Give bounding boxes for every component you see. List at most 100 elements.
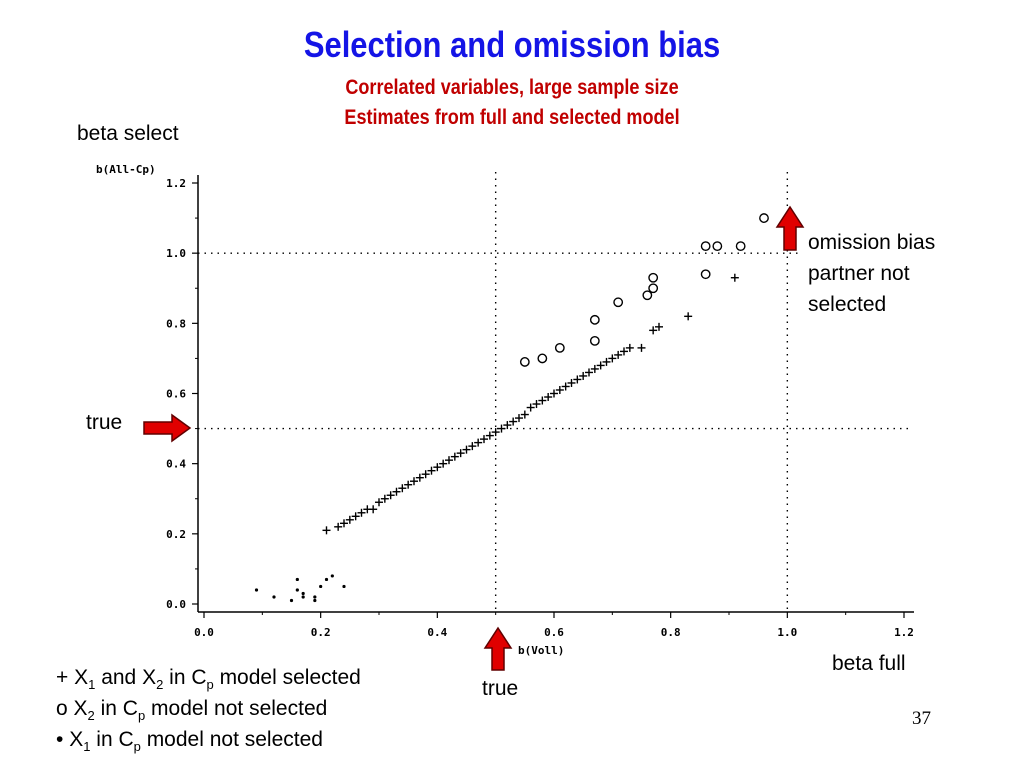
plus-point xyxy=(375,498,383,507)
circle-point xyxy=(613,297,624,308)
omission-line-3: selected xyxy=(808,293,887,316)
plus-point xyxy=(474,438,483,447)
x-tick-label: 0.6 xyxy=(544,626,564,639)
plus-point xyxy=(614,350,623,359)
plus-point xyxy=(386,491,395,500)
plus-point xyxy=(637,343,646,352)
plus-point xyxy=(561,382,570,391)
plus-point xyxy=(427,466,436,475)
plus-point xyxy=(380,494,389,503)
plus-point xyxy=(462,445,471,454)
plus-point xyxy=(520,410,529,419)
plus-point xyxy=(596,361,605,370)
plus-point xyxy=(450,452,459,461)
page-number: 37 xyxy=(912,708,931,729)
circle-point xyxy=(700,269,711,280)
x-tick-label: 0.0 xyxy=(194,626,214,639)
plus-point xyxy=(579,371,588,380)
true-arrow-up-icon xyxy=(483,626,513,671)
circle-point xyxy=(648,272,659,283)
dot-point xyxy=(330,574,334,578)
plus-point xyxy=(439,459,448,468)
true-arrow-right-icon xyxy=(143,413,192,443)
circle-point xyxy=(537,353,548,364)
plus-point xyxy=(555,385,564,394)
plus-point xyxy=(649,326,658,335)
y-tick-label: 0.6 xyxy=(166,388,186,401)
plus-point xyxy=(730,273,739,282)
plus-point xyxy=(538,396,547,405)
plus-marker-icon: + xyxy=(56,666,69,689)
true-label-bottom: true xyxy=(482,677,519,700)
plus-point xyxy=(480,435,488,444)
circle-point xyxy=(642,290,653,301)
circle-point xyxy=(712,241,723,252)
plus-point xyxy=(509,417,518,426)
omission-arrow-up-icon xyxy=(775,205,805,251)
slide-subtitle-1: Correlated variables, large sample size xyxy=(345,76,679,99)
x-tick-label: 0.4 xyxy=(427,626,447,639)
plus-point xyxy=(415,473,424,482)
plus-point xyxy=(567,378,576,387)
plus-point xyxy=(503,421,512,430)
plus-point xyxy=(573,375,582,384)
plus-point xyxy=(421,470,430,479)
plus-point xyxy=(684,312,693,321)
dot-point xyxy=(324,577,329,582)
legend-item-x2-not-selected: o X2 in Cp model not selected xyxy=(56,697,328,724)
x-tick-label: 1.2 xyxy=(894,626,914,639)
plus-point xyxy=(590,364,599,373)
y-axis-label: b(All-Cp) xyxy=(96,163,156,176)
y-axis-caption: beta select xyxy=(77,122,179,145)
x-tick-label: 0.2 xyxy=(311,626,331,639)
dot-point xyxy=(301,591,305,596)
plus-point xyxy=(351,512,360,521)
plus-point xyxy=(491,428,500,437)
y-tick-label: 0.4 xyxy=(166,458,186,471)
legend-item-selected: + X1 and X2 in Cp model selected xyxy=(56,666,361,693)
dot-point xyxy=(342,584,346,589)
plus-point xyxy=(433,463,442,472)
circle-point xyxy=(519,357,530,367)
omission-line-1: omission bias xyxy=(808,231,936,254)
circle-point xyxy=(648,283,659,294)
dot-point xyxy=(289,598,294,603)
dot-point xyxy=(295,577,299,582)
legend-item-x1-not-selected: • X1 in Cp model not selected xyxy=(56,728,323,755)
dot-point xyxy=(313,598,317,603)
plus-point xyxy=(456,449,465,458)
omission-annotation: omission bias partner not selected xyxy=(808,227,935,320)
dot-point xyxy=(254,588,259,592)
x-tick-label: 1.0 xyxy=(777,626,797,639)
y-tick-label: 1.0 xyxy=(166,247,186,260)
circle-point xyxy=(554,342,565,353)
plus-point xyxy=(345,515,354,524)
plus-point xyxy=(334,522,343,531)
plus-point xyxy=(369,505,378,514)
dot-marker-icon: • xyxy=(56,728,64,751)
true-label-left: true xyxy=(86,411,123,434)
circle-marker-icon: o xyxy=(56,697,68,720)
plus-point xyxy=(497,424,506,433)
dot-point xyxy=(313,595,317,599)
dot-point xyxy=(295,588,299,592)
plus-point xyxy=(410,477,418,486)
plus-point xyxy=(532,400,541,409)
plus-point xyxy=(655,322,663,331)
plus-point xyxy=(585,368,593,377)
y-tick-label: 0.0 xyxy=(166,598,186,611)
plus-point xyxy=(392,487,401,496)
plus-point xyxy=(357,508,366,517)
x-tick-label: 0.8 xyxy=(661,626,681,639)
plus-point xyxy=(620,347,628,356)
plus-point xyxy=(625,343,634,352)
legend: + X1 and X2 in Cp model selected o X2 in… xyxy=(56,662,361,755)
plus-point xyxy=(485,431,494,440)
plus-point xyxy=(515,414,523,423)
circle-point xyxy=(735,241,746,252)
plus-point xyxy=(468,442,477,451)
circle-point xyxy=(589,335,600,346)
circle-point xyxy=(589,314,600,325)
dot-point xyxy=(301,595,305,599)
